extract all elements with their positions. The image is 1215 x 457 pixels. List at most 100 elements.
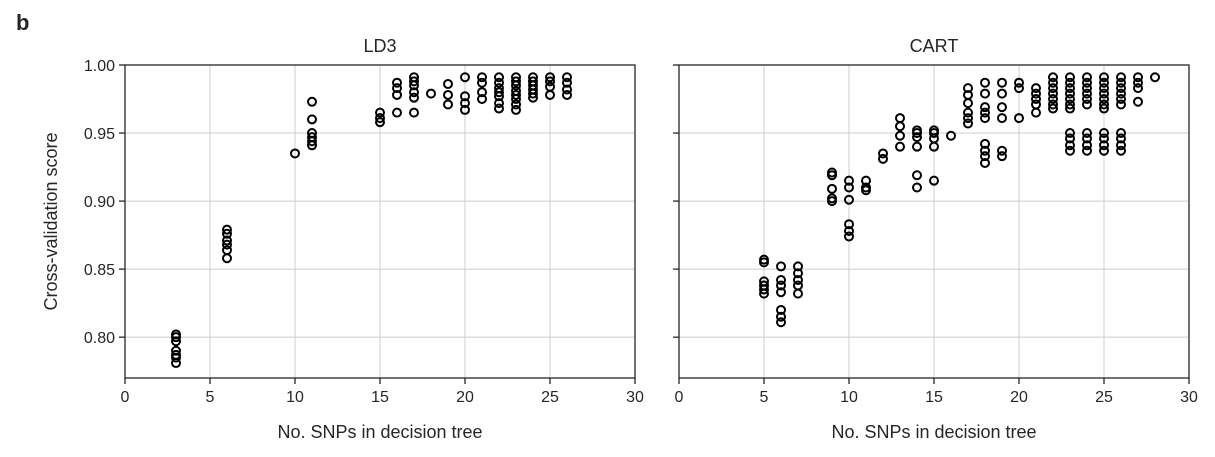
panel-1-data-point <box>392 107 402 118</box>
panel-1-data-point <box>511 89 521 100</box>
panel-2-data-point <box>997 113 1007 124</box>
panel-1-data-point <box>460 104 470 115</box>
panel-2-data-point <box>963 118 973 129</box>
panel-2-data-point <box>793 268 803 279</box>
panel-1-data-point <box>171 352 181 363</box>
panel-2-data-point <box>1014 83 1024 94</box>
panel-1-data-point <box>443 99 453 110</box>
panel-2-data-point <box>980 88 990 99</box>
panel-1-data-point <box>409 92 419 103</box>
panel-2-data-point <box>1048 88 1058 99</box>
panel-2-data-point <box>980 107 990 118</box>
panel-2-data-point <box>912 132 922 143</box>
panel-2-data-point <box>1082 72 1092 83</box>
panel-2-data-point <box>1099 99 1109 110</box>
panel-1-data-point <box>460 91 470 102</box>
panel-1-x-tick-label: 5 <box>206 389 215 406</box>
panel-1-data-point <box>392 77 402 88</box>
panel-2-data-point <box>895 113 905 124</box>
panel-2-data-point <box>895 141 905 152</box>
panel-1-data-point <box>494 77 504 88</box>
panel-2-data-point <box>827 196 837 207</box>
panel-1-data-point <box>392 89 402 100</box>
panel-2-data-point <box>1116 145 1126 156</box>
panel-2-data-point <box>1082 133 1092 144</box>
panel-1-data-point <box>494 103 504 114</box>
panel-2-data-point <box>1116 133 1126 144</box>
panel-2-data-point <box>912 141 922 152</box>
panel-1-data-point <box>307 114 317 125</box>
panel-1-y-tick-label: 0.95 <box>84 126 115 143</box>
panel-2-data-point <box>1048 83 1058 94</box>
panel-2-data-point <box>776 317 786 328</box>
panel-2-data-point <box>997 145 1007 156</box>
panel-2-data-point <box>1065 88 1075 99</box>
panel-1-y-tick-label: 0.90 <box>84 194 115 211</box>
panel-2-data-point <box>912 170 922 181</box>
panel-2-data-point <box>912 128 922 139</box>
panel-2-data-point <box>759 284 769 295</box>
panel-2-data-point <box>793 275 803 286</box>
panel-2-data-point <box>1048 99 1058 110</box>
panel-2-data-point <box>1099 72 1109 83</box>
panel-2-x-tick-label: 15 <box>925 389 943 406</box>
panel-2-data-point <box>980 138 990 149</box>
panel-2-x-axis-label: No. SNPs in decision tree <box>831 422 1036 442</box>
panel-2-data-point <box>912 182 922 193</box>
panel-1-data-point <box>409 87 419 98</box>
panel-2-data-point <box>793 261 803 272</box>
panel-2-data-point <box>1099 77 1109 88</box>
panel-1-x-tick-label: 20 <box>456 389 474 406</box>
panel-1-data-point <box>562 84 572 95</box>
panel-2-data-point <box>1065 99 1075 110</box>
panel-2-x-tick-label: 5 <box>760 389 769 406</box>
panel-1-x-axis-label: No. SNPs in decision tree <box>277 422 482 442</box>
panel-1-data-point <box>375 107 385 118</box>
panel-2-data-point <box>1116 140 1126 151</box>
panel-2-data-point <box>776 275 786 286</box>
panel-2-data-point <box>1065 145 1075 156</box>
panel-2-data-point <box>929 128 939 139</box>
panel-2-data-point <box>1082 99 1092 110</box>
panel-1-data-point <box>528 92 538 103</box>
panel-1-data-point <box>460 72 470 83</box>
panel-2-data-point <box>1116 128 1126 139</box>
panel-1-data-point <box>171 332 181 343</box>
panel-2-data-point <box>1082 140 1092 151</box>
panel-1-data-point <box>222 224 232 235</box>
panel-1-y-axis-label: Cross-validation score <box>41 132 61 310</box>
panel-2-x-tick-label: 25 <box>1095 389 1113 406</box>
panel-2-data-point <box>1065 128 1075 139</box>
panel-2-data-point <box>1065 103 1075 114</box>
panel-2-data-point <box>895 121 905 132</box>
panel-2-data-point <box>997 151 1007 162</box>
panel-2-data-point <box>844 226 854 237</box>
panel-2-data-point <box>929 175 939 186</box>
panel-2-data-point <box>844 175 854 186</box>
panel-2-data-point <box>793 280 803 291</box>
panel-2-data-point <box>895 130 905 141</box>
panel-2-data-point <box>1150 72 1160 83</box>
panel-1-data-point <box>494 98 504 109</box>
panel-2-data-point <box>827 183 837 194</box>
panel-2-plot-frame <box>678 64 1190 379</box>
panel-1-data-point <box>222 228 232 239</box>
panel-2-data-point <box>776 311 786 322</box>
panel-2-data-point <box>861 175 871 186</box>
panel-2-data-point <box>1031 83 1041 94</box>
panel-2-data-point <box>980 77 990 88</box>
panel-2-data-point <box>1082 88 1092 99</box>
panel-2-data-point <box>997 88 1007 99</box>
panel-1-data-point <box>511 99 521 110</box>
panel-2-data-point <box>963 83 973 94</box>
panel-2-data-point <box>776 280 786 291</box>
panel-2-x-tick-label: 10 <box>840 389 858 406</box>
panel-2-data-point <box>997 77 1007 88</box>
panel-2-data-point <box>827 170 837 181</box>
panel-1-data-point <box>511 104 521 115</box>
panel-1-data-point <box>426 88 436 99</box>
panel-1-data-point <box>460 98 470 109</box>
panel-2-data-point <box>844 182 854 193</box>
panel-2-data-point <box>878 153 888 164</box>
panel-1-data-point <box>511 76 521 87</box>
